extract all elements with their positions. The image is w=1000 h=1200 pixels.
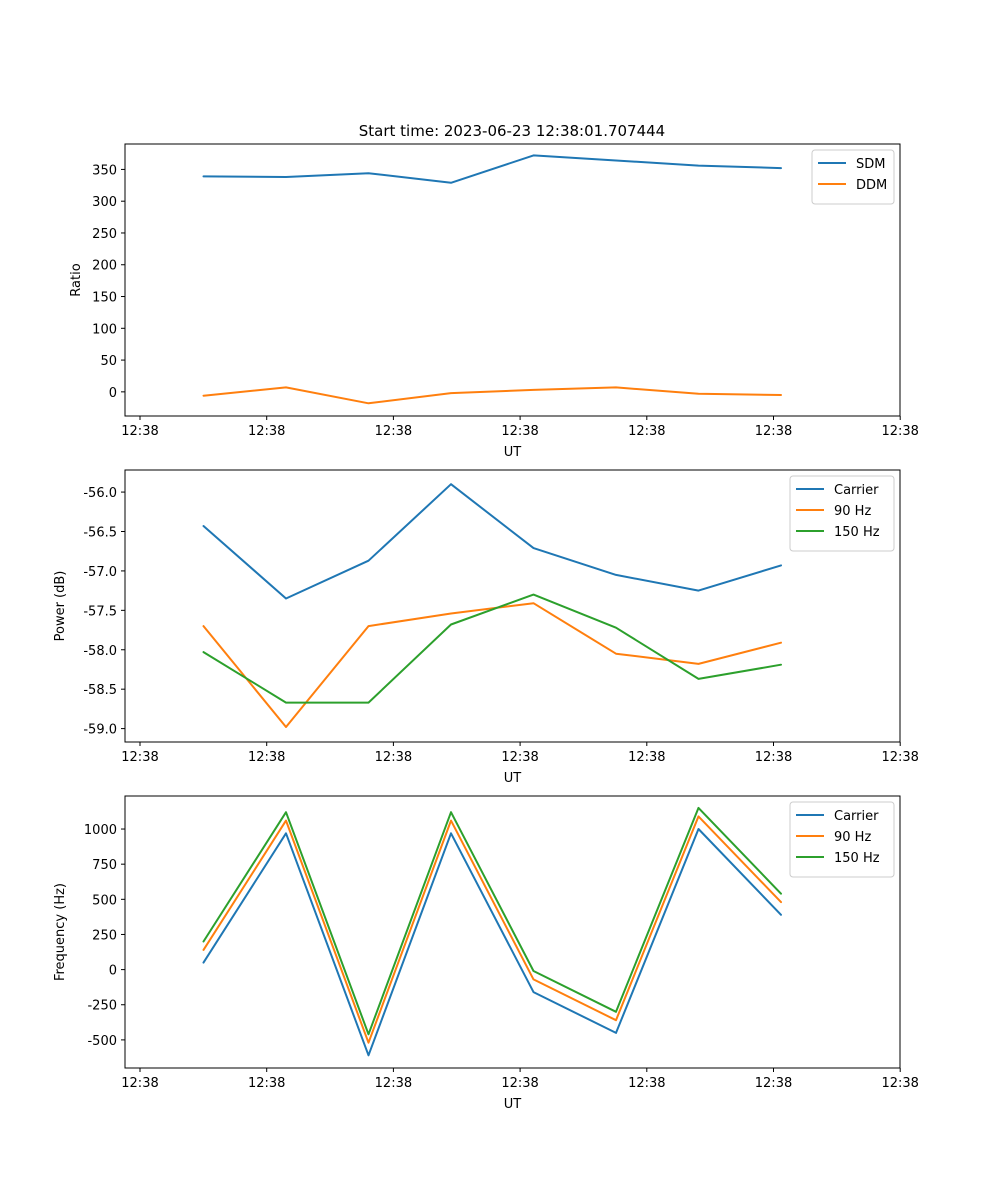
- legend-label: Carrier: [834, 483, 879, 498]
- y-tick-label: 1000: [84, 823, 117, 838]
- y-tick-label: 50: [100, 354, 117, 369]
- x-tick-label: 12:38: [755, 1076, 792, 1091]
- y-tick-label: 150: [92, 291, 117, 306]
- figure-title: Start time: 2023-06-23 12:38:01.707444: [359, 122, 665, 140]
- x-tick-label: 12:38: [121, 424, 158, 439]
- chart-panels: 0 50 100 150 200 250 300 350 12:38 12:38 12:38 12:3…: [53, 143, 919, 1112]
- legend: Carrier 90 Hz 150 Hz: [789, 475, 895, 552]
- y-tick-label: 500: [92, 893, 117, 908]
- y-axis-label: Ratio: [69, 263, 84, 296]
- legend-frame: [789, 475, 895, 552]
- legend-label: 150 Hz: [834, 851, 880, 866]
- legend-frame: [789, 801, 895, 878]
- x-tick-label: 12:38: [628, 424, 665, 439]
- y-axis-label: Power (dB): [53, 571, 68, 642]
- x-tick-label: 12:38: [248, 424, 285, 439]
- y-tick-label: 100: [92, 322, 117, 337]
- x-axis-label: UT: [504, 445, 522, 460]
- legend-label: 90 Hz: [834, 504, 871, 519]
- y-tick-label: 250: [92, 227, 117, 242]
- y-tick-label: 750: [92, 858, 117, 873]
- y-tick-label: 0: [109, 386, 117, 401]
- x-tick-label: 12:38: [755, 424, 792, 439]
- x-tick-label: 12:38: [628, 750, 665, 765]
- y-tick-label: -58.0: [83, 644, 117, 659]
- series-line-150-hz: [202, 806, 782, 1036]
- legend-label: DDM: [856, 178, 887, 193]
- x-axis-label: UT: [504, 771, 522, 786]
- legend: Carrier 90 Hz 150 Hz: [789, 801, 895, 878]
- series-line-90-hz: [202, 602, 782, 728]
- x-tick-label: 12:38: [248, 1076, 285, 1091]
- y-tick-label: 0: [109, 964, 117, 979]
- chart-panel-3: -500 -250 0 250 500 750 1000 12:38 12:38 12:38 12:…: [53, 795, 919, 1112]
- x-tick-label: 12:38: [881, 424, 918, 439]
- series-line-90-hz: [202, 815, 782, 1044]
- legend: SDM DDM: [811, 149, 895, 205]
- legend-label: 90 Hz: [834, 830, 871, 845]
- y-tick-label: 200: [92, 259, 117, 274]
- series-line-carrier: [202, 828, 782, 1057]
- x-tick-label: 12:38: [375, 424, 412, 439]
- y-tick-label: -500: [87, 1034, 117, 1049]
- plot-frame: [124, 469, 901, 743]
- legend-label: 150 Hz: [834, 525, 880, 540]
- plot-frame: [124, 795, 901, 1069]
- x-tick-label: 12:38: [121, 1076, 158, 1091]
- legend-label: SDM: [856, 157, 885, 172]
- y-tick-label: -59.0: [83, 723, 117, 738]
- plot-frame: [124, 143, 901, 417]
- legend-label: Carrier: [834, 809, 879, 824]
- x-tick-label: 12:38: [628, 1076, 665, 1091]
- chart-panel-1: 0 50 100 150 200 250 300 350 12:38 12:38 12:38 12:3…: [69, 143, 919, 460]
- x-tick-label: 12:38: [501, 424, 538, 439]
- y-tick-label: -250: [87, 999, 117, 1014]
- x-axis-label: UT: [504, 1097, 522, 1112]
- series-line-sdm: [202, 154, 782, 184]
- y-tick-label: -56.0: [83, 486, 117, 501]
- y-axis-label: Frequency (Hz): [53, 883, 68, 981]
- chart-panel-2: -59.0 -58.5 -58.0 -57.5 -57.0 -56.5 -56.0 12:38…: [53, 469, 919, 786]
- y-tick-label: 350: [92, 163, 117, 178]
- y-tick-label: 300: [92, 195, 117, 210]
- x-tick-label: 12:38: [881, 750, 918, 765]
- x-tick-label: 12:38: [375, 1076, 412, 1091]
- y-tick-label: 250: [92, 928, 117, 943]
- x-tick-label: 12:38: [881, 1076, 918, 1091]
- x-tick-label: 12:38: [501, 1076, 538, 1091]
- series-line-carrier: [202, 483, 782, 600]
- x-tick-label: 12:38: [501, 750, 538, 765]
- y-tick-label: -57.5: [83, 604, 117, 619]
- y-tick-label: -56.5: [83, 525, 117, 540]
- series-line-150-hz: [202, 593, 782, 704]
- y-tick-label: -57.0: [83, 565, 117, 580]
- x-tick-label: 12:38: [121, 750, 158, 765]
- x-tick-label: 12:38: [248, 750, 285, 765]
- x-tick-label: 12:38: [755, 750, 792, 765]
- x-tick-label: 12:38: [375, 750, 412, 765]
- y-tick-label: -58.5: [83, 683, 117, 698]
- series-line-ddm: [202, 386, 782, 405]
